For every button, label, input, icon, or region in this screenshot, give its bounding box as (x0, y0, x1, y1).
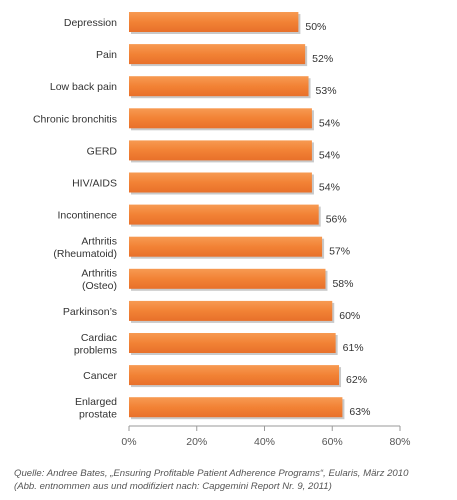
x-tick-label: 60% (322, 436, 343, 448)
value-label: 57% (329, 246, 350, 258)
bar (129, 108, 312, 129)
value-label: 58% (332, 278, 353, 290)
bar (129, 333, 336, 353)
source-line-1: Quelle: Andree Bates, „Ensuring Profitab… (14, 468, 409, 479)
value-label: 54% (319, 149, 340, 161)
value-label: 53% (316, 85, 337, 97)
bar (129, 172, 312, 193)
x-axis: 0% 20% 40% 60% 80% (121, 425, 411, 448)
value-label: 54% (319, 182, 340, 194)
category-label: Enlarged prostate (75, 396, 117, 421)
source-note: Quelle: Andree Bates, „Ensuring Profitab… (14, 467, 450, 493)
bar (129, 397, 343, 418)
value-label: 60% (339, 310, 360, 322)
category-label: GERD (87, 145, 118, 157)
bar (129, 140, 312, 161)
value-label: 61% (343, 342, 364, 354)
value-label: 52% (312, 53, 333, 65)
value-label: 54% (319, 117, 340, 129)
bar (129, 300, 333, 321)
category-label: Cardiac problems (74, 332, 117, 357)
category-label: Incontinence (57, 210, 117, 222)
category-label: Depression (64, 17, 117, 29)
category-label: Pain (96, 49, 117, 61)
bar (129, 44, 306, 65)
bar-chart: Depression 50% Pain 52% Low back pain 53% Chro… (33, 12, 411, 448)
source-line-2: (Abb. entnommen aus und modifiziert nach… (14, 481, 332, 492)
bar (129, 204, 319, 225)
value-label: 50% (305, 21, 326, 33)
bar (129, 76, 309, 97)
bar (129, 365, 340, 386)
category-label: Arthritis (Osteo) (81, 268, 117, 293)
bar (129, 268, 326, 289)
category-label: Arthritis (Rheumatoid) (53, 235, 117, 260)
x-tick-label: 20% (186, 436, 207, 448)
bar (129, 236, 323, 257)
value-label: 56% (326, 214, 347, 226)
category-label: Low back pain (50, 81, 117, 93)
x-tick-label: 40% (254, 436, 275, 448)
category-label: Parkinson’s (63, 306, 117, 318)
value-label: 62% (346, 374, 367, 386)
x-tick-label: 0% (121, 436, 136, 448)
category-label: Cancer (83, 370, 117, 382)
category-label: HIV/AIDS (72, 178, 117, 190)
category-label: Chronic bronchitis (33, 113, 117, 125)
value-label: 63% (349, 406, 370, 418)
x-tick-label: 80% (389, 436, 410, 448)
bars-layer: Depression 50% Pain 52% Low back pain 53% Chro… (33, 12, 370, 420)
bar (129, 12, 299, 32)
